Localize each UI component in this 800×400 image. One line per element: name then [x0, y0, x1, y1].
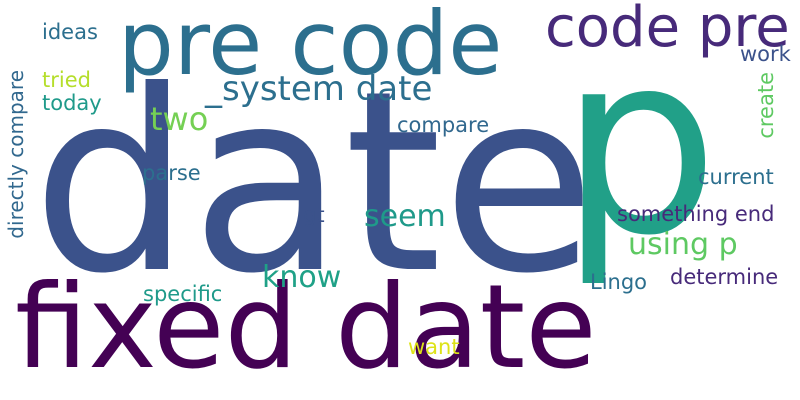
word-date: date [32, 37, 596, 328]
word-gt: gt [303, 203, 325, 227]
word-know: know [262, 260, 342, 295]
word-fixed-date: fixed date [15, 260, 597, 395]
word-ideas: ideas [42, 20, 98, 44]
word-lingo: Lingo [590, 270, 648, 294]
word-pre-code: pre code [118, 0, 503, 95]
word-current: current [698, 165, 774, 189]
word-create: create [754, 72, 778, 139]
word-tried: tried [42, 68, 91, 92]
word-determine: determine [670, 265, 779, 289]
word-something-end: something end [617, 202, 775, 226]
word-directly-compare: directly compare [4, 70, 28, 239]
word-specific: specific [143, 282, 223, 306]
word-want: want [408, 335, 460, 359]
word-compare: compare [397, 113, 490, 137]
word-using-p: using p [628, 227, 738, 262]
word-parse: parse [142, 161, 201, 185]
word-code-pre: code pre [545, 0, 790, 60]
word-p: p [560, 0, 719, 290]
word-system-date: _system date [205, 69, 433, 109]
word-seem: seem [364, 199, 446, 234]
word-work: work [740, 42, 791, 66]
word-two: two [150, 100, 209, 138]
word-today: today [42, 91, 102, 115]
